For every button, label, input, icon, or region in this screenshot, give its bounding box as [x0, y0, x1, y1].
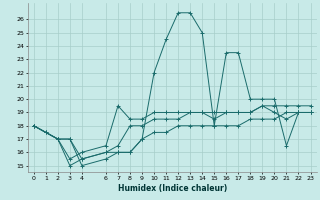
X-axis label: Humidex (Indice chaleur): Humidex (Indice chaleur)	[117, 184, 227, 193]
